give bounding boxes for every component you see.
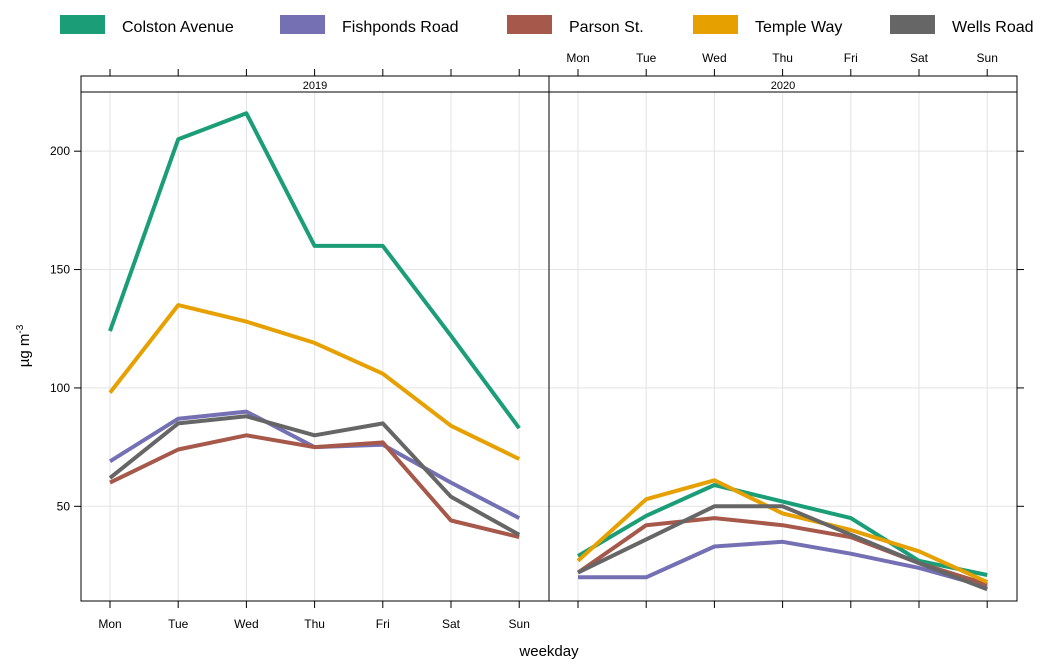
- y-axis-title: µg m-3: [15, 324, 33, 367]
- x-tick-label: Mon: [98, 617, 121, 631]
- panel-2020: 2020 Mon Tue Wed Thu Fri Sat Sun: [548, 51, 1018, 608]
- legend-swatch-wells-road: [890, 15, 935, 34]
- legend-label-wells-road: Wells Road: [952, 19, 1034, 36]
- legend-swatch-fishponds-road: [280, 15, 325, 34]
- x-tick-label: Tue: [636, 51, 657, 65]
- y-tick-label: 200: [50, 144, 70, 158]
- legend-label-parson-st: Parson St.: [569, 19, 644, 36]
- series-line-colston-avenue-2019: [108, 111, 521, 430]
- y-tick-label: 150: [50, 263, 70, 277]
- chart-panels: 2019 Mon Tue Wed Thu Fri Sat Sun 2020 Mon Tue Wed Th…: [50, 51, 1024, 631]
- series-line-fishponds-road-2020: [578, 539, 988, 589]
- series-line-wells-road-2020: [577, 504, 988, 592]
- legend-swatch-parson-st: [507, 15, 552, 34]
- legend-label-colston-avenue: Colston Avenue: [122, 19, 234, 36]
- x-tick-label: Thu: [772, 51, 793, 65]
- legend-swatch-temple-way: [693, 15, 738, 34]
- series-line-parson-st-2019: [109, 433, 520, 540]
- series-line-temple-way-2020: [576, 478, 989, 584]
- x-tick-label: Sun: [977, 51, 998, 65]
- x-tick-label: Fri: [844, 51, 858, 65]
- strip-label-2020: 2020: [771, 80, 795, 92]
- strip-label-2019: 2019: [303, 80, 327, 92]
- series-line-temple-way-2019: [108, 303, 521, 461]
- x-tick-label: Sat: [910, 51, 929, 65]
- x-tick-label: Sat: [442, 617, 461, 631]
- y-tick-label: 100: [50, 381, 70, 395]
- x-tick-label: Wed: [234, 617, 258, 631]
- x-tick-label: Sun: [509, 617, 530, 631]
- x-tick-label: Mon: [566, 51, 589, 65]
- legend-label-fishponds-road: Fishponds Road: [342, 19, 459, 36]
- x-tick-label: Thu: [304, 617, 325, 631]
- legend-swatch-colston-avenue: [60, 15, 105, 34]
- x-tick-label: Tue: [168, 617, 189, 631]
- y-tick-label: 50: [57, 499, 71, 513]
- x-tick-label: Fri: [376, 617, 390, 631]
- legend: Colston Avenue Fishponds Road Parson St. Te…: [60, 15, 1034, 36]
- series-line-wells-road-2019: [108, 414, 521, 537]
- x-axis-title: weekday: [518, 643, 579, 660]
- panel-2019: 2019 Mon Tue Wed Thu Fri Sat Sun: [80, 69, 550, 631]
- series-line-colston-avenue-2020: [576, 483, 988, 577]
- y-axis: 50 100 150 200: [50, 144, 1024, 513]
- legend-label-temple-way: Temple Way: [755, 19, 842, 36]
- x-tick-label: Wed: [702, 51, 726, 65]
